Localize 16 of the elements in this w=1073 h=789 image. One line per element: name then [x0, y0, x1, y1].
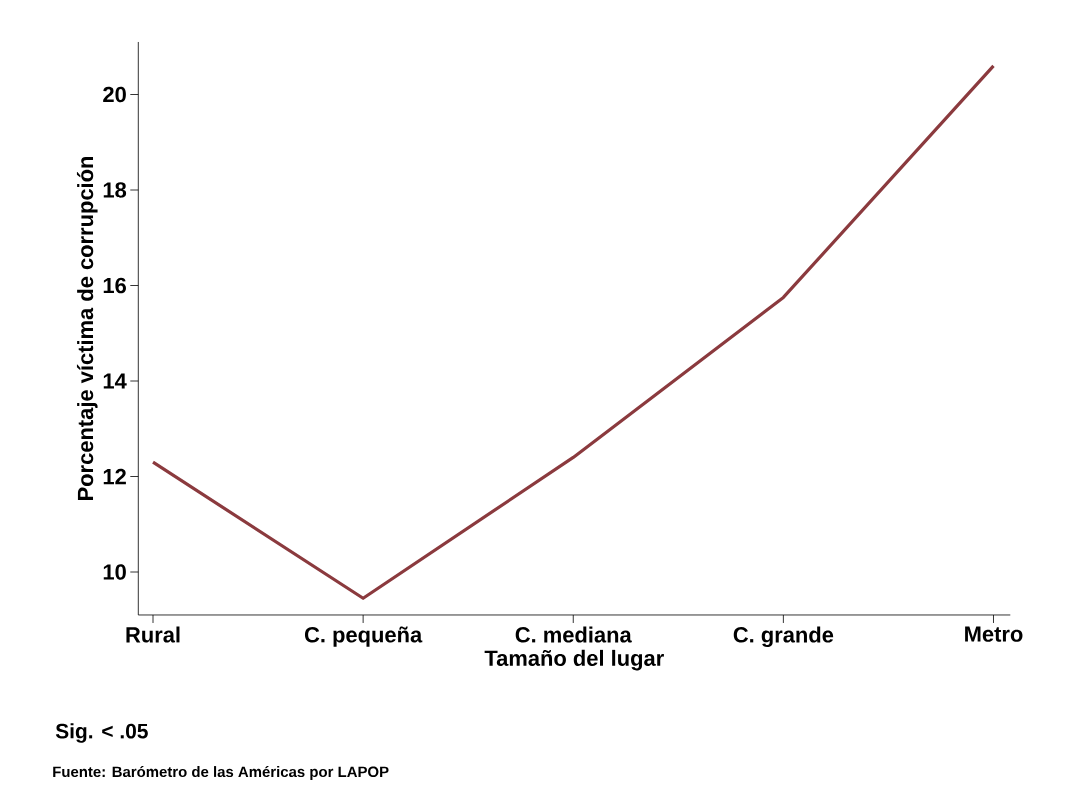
source-note: Fuente: Barómetro de las Américas por LAPOP: [53, 765, 389, 781]
x-tick-label: C. pequeña: [304, 626, 423, 647]
x-tick-label: Rural: [126, 626, 180, 643]
text: Sig. < .05: [55, 723, 148, 743]
y-tick-label: 18: [103, 182, 127, 198]
line-series: [151, 64, 996, 600]
y-tick-label: 10: [103, 564, 126, 580]
x-tick-label: C. grande: [733, 626, 834, 648]
y-tick-label: 20: [103, 86, 126, 103]
y-tick-label: 16: [103, 277, 126, 294]
x-axis-title: Tamaño del lugar: [484, 649, 664, 671]
y-axis-title: Porcentaje víctima de corrupción: [76, 156, 98, 500]
x-tick-label: Metro: [965, 626, 1023, 642]
x-tick-label: C. mediana: [515, 626, 632, 643]
y-tick-label: 14: [103, 373, 127, 389]
y-tick-label: 12: [103, 468, 126, 485]
